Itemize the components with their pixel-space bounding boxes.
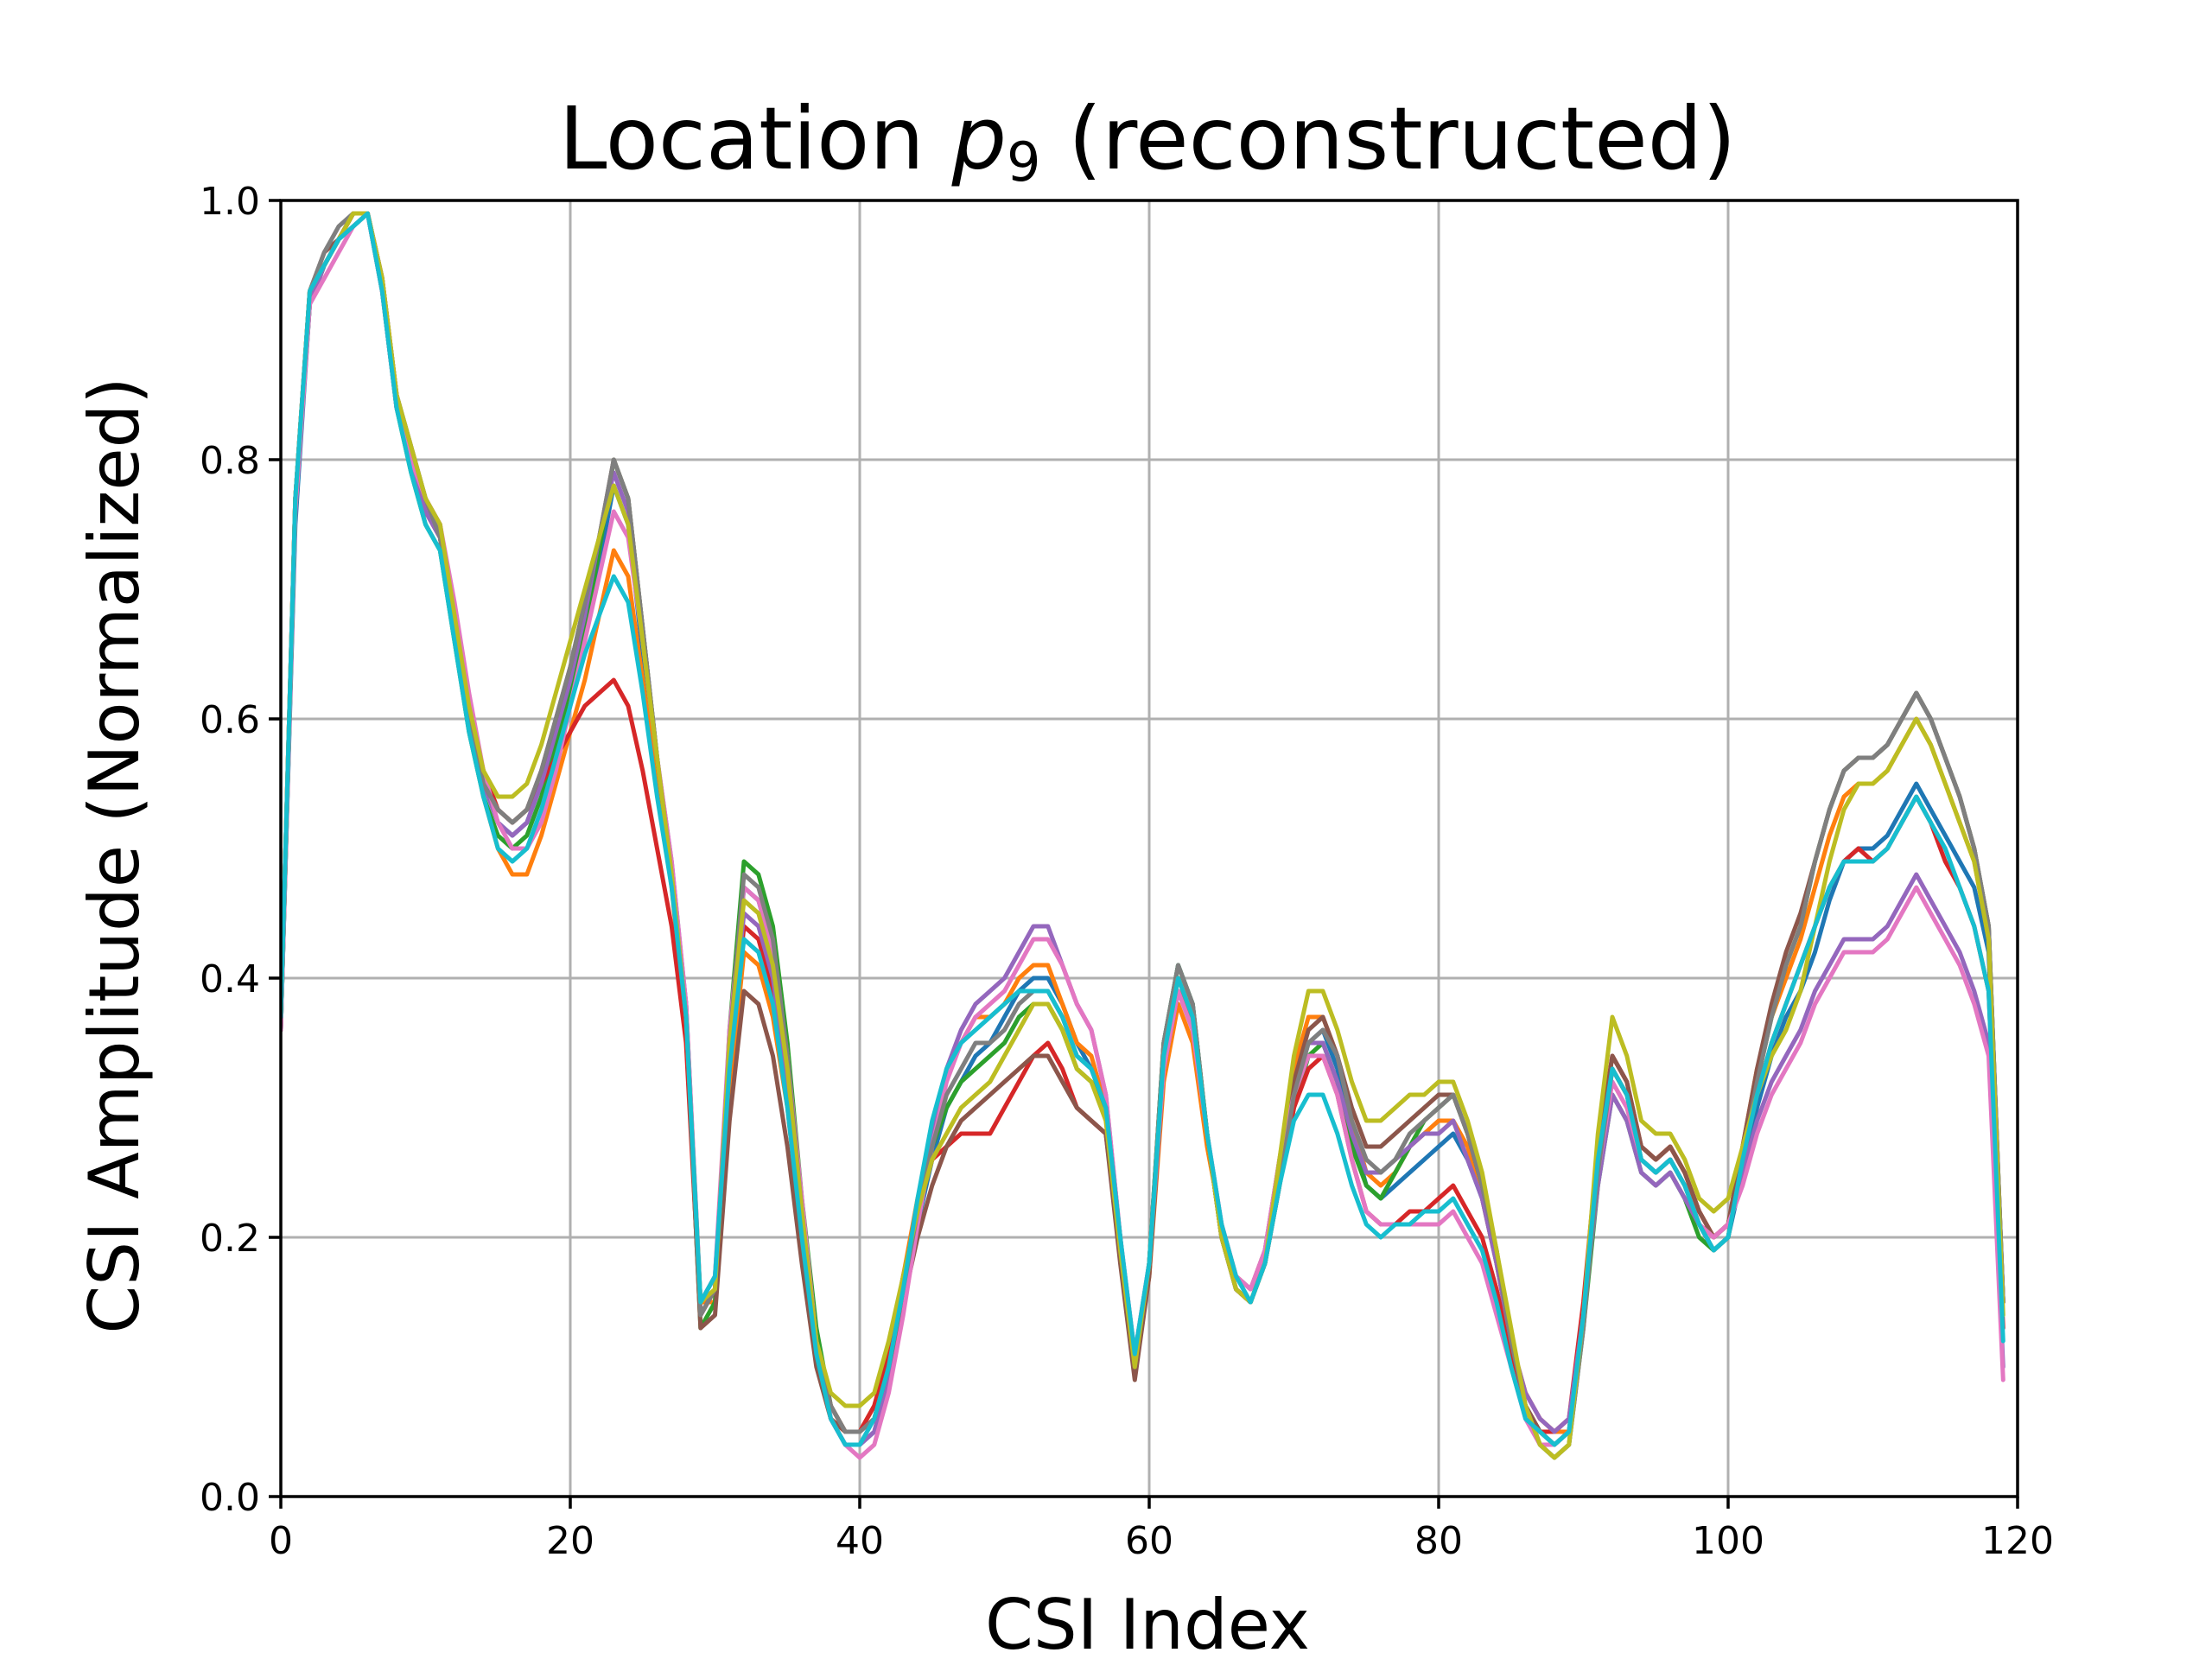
x-tick-label: 0 — [269, 1519, 293, 1563]
y-tick-label: 0.0 — [200, 1476, 260, 1520]
x-tick-label: 100 — [1692, 1519, 1764, 1563]
y-axis-label: CSI Amplitude (Normalized) — [74, 377, 155, 1333]
x-axis-label: CSI Index — [985, 1585, 1310, 1659]
y-tick-label: 1.0 — [200, 180, 260, 224]
chart-title: Location p9 (reconstructed) — [559, 88, 1736, 194]
chart-title-prefix: Location — [559, 88, 952, 189]
x-tick-label: 20 — [546, 1519, 594, 1563]
y-tick-label: 0.2 — [200, 1217, 260, 1261]
chart-title-variable: p — [951, 88, 1007, 189]
y-tick-label: 0.6 — [200, 698, 260, 742]
series-line-10 — [281, 211, 2005, 1447]
y-tick-label: 0.8 — [200, 439, 260, 483]
x-tick-label: 60 — [1125, 1519, 1173, 1563]
x-tick-labels: 0 20 40 60 80 100 120 — [269, 1519, 2054, 1563]
chart-title-subscript: 9 — [1007, 130, 1040, 194]
x-tick-label: 120 — [1981, 1519, 2054, 1563]
y-tick-labels: 0.0 0.2 0.4 0.6 0.8 1.0 — [200, 180, 260, 1520]
series-lines — [281, 211, 2005, 1460]
x-tick-label: 40 — [836, 1519, 884, 1563]
chart-title-suffix: (reconstructed) — [1040, 88, 1736, 189]
tick-marks — [269, 199, 2019, 1509]
x-tick-label: 80 — [1414, 1519, 1463, 1563]
y-tick-label: 0.4 — [200, 957, 260, 1001]
